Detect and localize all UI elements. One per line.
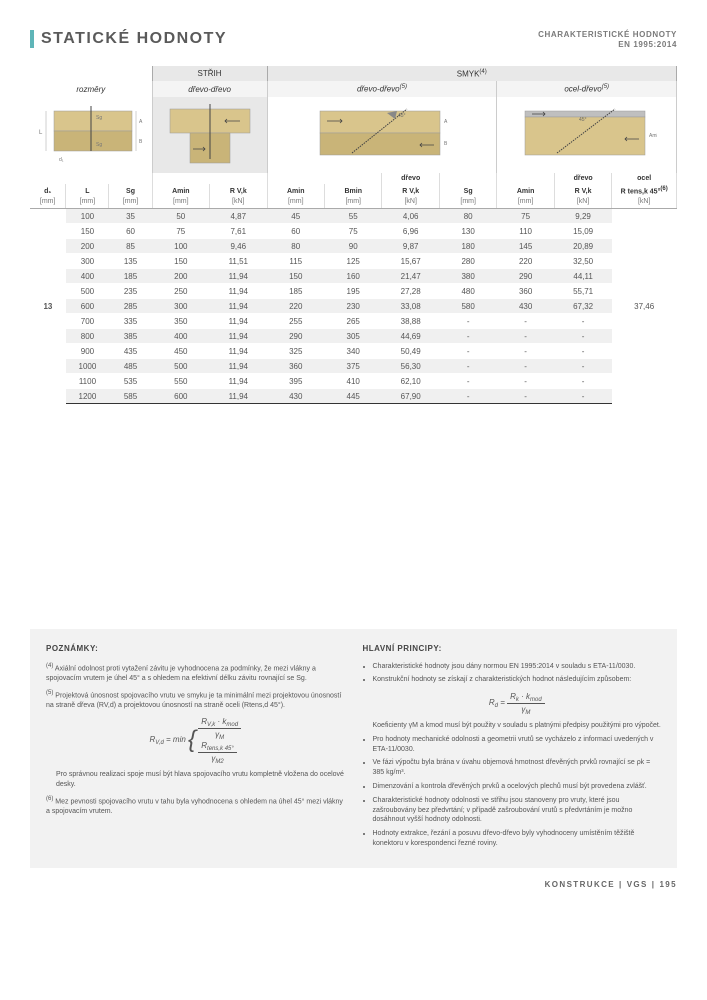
svg-text:d₁: d₁ <box>59 157 64 163</box>
page-header: STATICKÉ HODNOTY CHARAKTERISTICKÉ HODNOT… <box>30 30 677 51</box>
svg-text:L: L <box>39 130 43 136</box>
table-row: 80038540011,9429030544,69--- <box>30 329 677 344</box>
formula-rvd: RV,d = min { RV,k · kmodγM Rtens,k 45°γM… <box>46 716 345 764</box>
table-row: 110053555011,9439541062,10--- <box>30 374 677 389</box>
diagram-dimensions: L A B Sg Sg d₁ <box>30 97 152 173</box>
table-row: 200851009,4680909,8718014520,89 <box>30 239 677 254</box>
table-row: 40018520011,9415016021,4738029044,11 <box>30 269 677 284</box>
material-row: dřevo dřevoocel <box>30 173 677 184</box>
page-title: STATICKÉ HODNOTY <box>41 30 227 48</box>
svg-text:B: B <box>139 139 143 145</box>
svg-text:B: B <box>444 141 448 147</box>
diagram-row: L A B Sg Sg d₁ <box>30 97 677 173</box>
page-footer: KONSTRUKCE|VGS|195 <box>30 880 677 889</box>
subcategory-row: rozměry dřevo-dřevo dřevo-dřevo(5) ocel-… <box>30 81 677 97</box>
table-row: 70033535011,9425526538,88--- <box>30 314 677 329</box>
table-row: 60028530011,9422023033,0858043067,32 <box>30 299 677 314</box>
table-row: 50023525011,9418519527,2848036055,71 <box>30 284 677 299</box>
table-row: 90043545011,9432534050,49--- <box>30 344 677 359</box>
accent-bar <box>30 30 34 48</box>
svg-text:45°: 45° <box>398 113 406 119</box>
svg-text:45°: 45° <box>579 117 587 123</box>
table-row: 100048550011,9436037556,30--- <box>30 359 677 374</box>
diagram-smyk-ww: 45° A B <box>268 97 497 173</box>
notes-section: POZNÁMKY: (4) Axiální odolnost proti vyt… <box>30 629 677 867</box>
standard-ref: CHARAKTERISTICKÉ HODNOTY EN 1995:2014 <box>538 30 677 51</box>
svg-text:A: A <box>139 119 143 125</box>
formula-rd: Rd = Rk · kmodγM <box>373 691 662 715</box>
svg-text:A: A <box>444 119 448 125</box>
header-units: [mm][mm][mm] [mm][kN] [mm][mm][kN][mm] [… <box>30 197 677 209</box>
table-row: 15060757,6160756,9613011015,09 <box>30 224 677 239</box>
notes-right: HLAVNÍ PRINCIPY: Charakteristické hodnot… <box>363 643 662 853</box>
diagram-strih <box>153 97 267 173</box>
diagram-smyk-sw: 45° Amin <box>497 97 676 173</box>
header-symbols: d₁LSg AminR V,k AminBminR V,kSg AminR V,… <box>30 184 677 197</box>
svg-text:Amin: Amin <box>649 133 657 139</box>
notes-left: POZNÁMKY: (4) Axiální odolnost proti vyt… <box>46 643 345 853</box>
table-row: 120058560011,9443044567,90--- <box>30 389 677 404</box>
category-row: STŘIH SMYK(4) <box>30 66 677 82</box>
table-row: 1310035504,8745554,0680759,2937,46 <box>30 209 677 224</box>
table-row: 30013515011,5111512515,6728022032,50 <box>30 254 677 269</box>
svg-text:Sg: Sg <box>96 142 102 148</box>
svg-text:Sg: Sg <box>96 115 102 121</box>
values-table: STŘIH SMYK(4) rozměry dřevo-dřevo dřevo-… <box>30 66 677 405</box>
